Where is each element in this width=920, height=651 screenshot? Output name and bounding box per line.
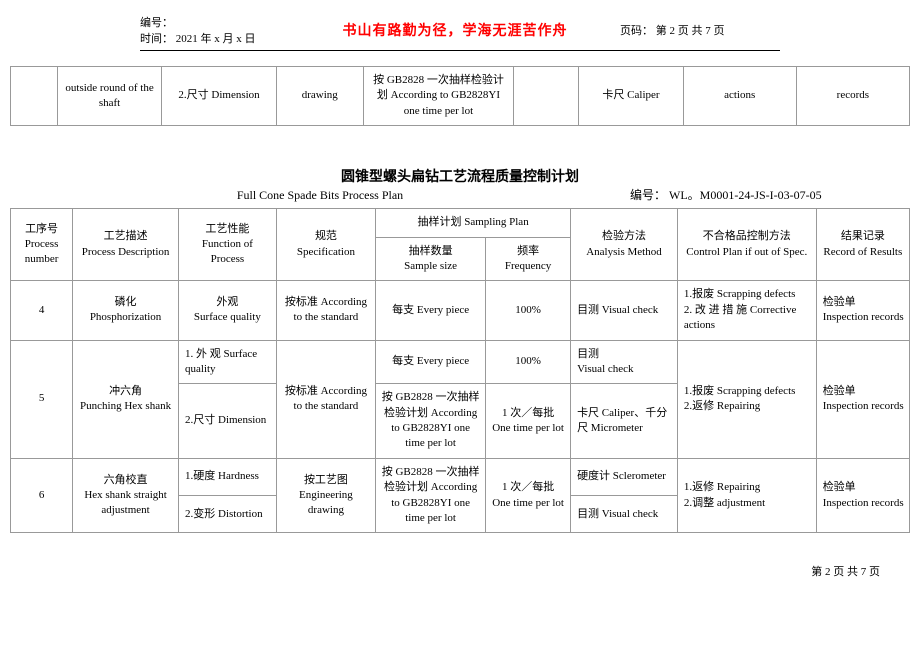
cell: 卡尺 Caliper、千分尺 Micrometer [571, 384, 678, 459]
th-analysis: 检验方法Analysis Method [571, 209, 678, 281]
cell: 检验单 Inspection records [816, 458, 909, 533]
cell: 按 GB2828 一次抽样检验计划 According to GB2828YI … [376, 384, 486, 459]
main-table: 工序号Process number 工艺描述Process Descriptio… [10, 208, 910, 533]
table-row: outside round of the shaft 2.尺寸 Dimensio… [11, 67, 910, 126]
cell: 1.返修 Repairing2.调整 adjustment [677, 458, 816, 533]
cell: 100% [486, 281, 571, 340]
top-table: outside round of the shaft 2.尺寸 Dimensio… [10, 66, 910, 126]
th-control: 不合格品控制方法Control Plan if out of Spec. [677, 209, 816, 281]
cell: drawing [276, 67, 363, 126]
cell: 6 [11, 458, 73, 533]
cell: 目测 Visual check [571, 496, 678, 533]
cell: 2.变形 Distortion [179, 496, 277, 533]
table-row: 5 冲六角Punching Hex shank 1. 外 观 Surface q… [11, 340, 910, 384]
th-spec: 规范Specification [276, 209, 375, 281]
cell: 六角校直Hex shank straight adjustment [73, 458, 179, 533]
cell: 硬度计 Sclerometer [571, 458, 678, 495]
main-title-block: 圆锥型螺头扁钻工艺流程质量控制计划 Full Cone Spade Bits P… [10, 166, 910, 203]
cell: 目测 Visual check [571, 281, 678, 340]
cell: records [796, 67, 909, 126]
cell: 2.尺寸 Dimension [162, 67, 277, 126]
table-row: 4 磷化Phosphorization 外观Surface quality 按标… [11, 281, 910, 340]
th-sampling: 抽样计划 Sampling Plan [376, 209, 571, 237]
cell: 2.尺寸 Dimension [179, 384, 277, 459]
cell: 1.报废 Scrapping defects2.返修 Repairing [677, 340, 816, 458]
bianhao-label: 编号： [140, 17, 173, 29]
cell: actions [683, 67, 796, 126]
th-process-desc: 工艺描述Process Description [73, 209, 179, 281]
cell: 冲六角Punching Hex shank [73, 340, 179, 458]
cell: 磷化Phosphorization [73, 281, 179, 340]
shijian-label: 时间： [140, 33, 173, 45]
cell: 目测Visual check [571, 340, 678, 384]
table-row: 6 六角校直Hex shank straight adjustment 1.硬度… [11, 458, 910, 495]
header-motto: 书山有路勤为径，学海无涯苦作舟 [300, 20, 610, 40]
cell: 按标准 According to the standard [276, 340, 375, 458]
cell: 5 [11, 340, 73, 458]
cell: outside round of the shaft [57, 67, 161, 126]
code-label: 编号： [630, 188, 666, 202]
cell: 每支 Every piece [376, 340, 486, 384]
th-function: 工艺性能Function of Process [179, 209, 277, 281]
page-header: 编号： 时间： 2021 年 x 月 x 日 书山有路勤为径，学海无涯苦作舟 页… [140, 10, 780, 51]
th-results: 结果记录Record of Results [816, 209, 909, 281]
cell: 每支 Every piece [376, 281, 486, 340]
cell: 1.报废 Scrapping defects2. 改 进 措 施 Correct… [677, 281, 816, 340]
cell: 4 [11, 281, 73, 340]
shijian-value: 2021 年 x 月 x 日 [176, 33, 256, 45]
th-size: 抽样数量Sample size [376, 237, 486, 281]
header-page: 页码： 第 2 页 共 7 页 [610, 22, 780, 38]
cell: 100% [486, 340, 571, 384]
cell: 1 次／每批One time per lot [486, 384, 571, 459]
th-freq: 频率Frequency [486, 237, 571, 281]
cell: 1. 外 观 Surface quality [179, 340, 277, 384]
code-value: WL。M0001-24-JS-I-03-07-05 [669, 188, 822, 202]
header-left: 编号： 时间： 2021 年 x 月 x 日 [140, 14, 300, 46]
title-zh: 圆锥型螺头扁钻工艺流程质量控制计划 [10, 166, 910, 186]
cell: 1 次／每批One time per lot [486, 458, 571, 533]
cell: 1.硬度 Hardness [179, 458, 277, 495]
cell: 外观Surface quality [179, 281, 277, 340]
page-footer: 第 2 页 共 7 页 [10, 563, 910, 579]
cell: 卡尺 Caliper [579, 67, 683, 126]
cell: 按 GB2828 一次抽样检验计划 According to GB2828YI … [363, 67, 514, 126]
cell: 按 GB2828 一次抽样检验计划 According to GB2828YI … [376, 458, 486, 533]
cell: 检验单 Inspection records [816, 281, 909, 340]
cell: 检验单 Inspection records [816, 340, 909, 458]
cell [514, 67, 579, 126]
cell: 按标准 According to the standard [276, 281, 375, 340]
th-process-no: 工序号Process number [11, 209, 73, 281]
title-en: Full Cone Spade Bits Process Plan [237, 188, 403, 202]
cell: 按工艺图 Engineering drawing [276, 458, 375, 533]
header-row: 工序号Process number 工艺描述Process Descriptio… [11, 209, 910, 237]
